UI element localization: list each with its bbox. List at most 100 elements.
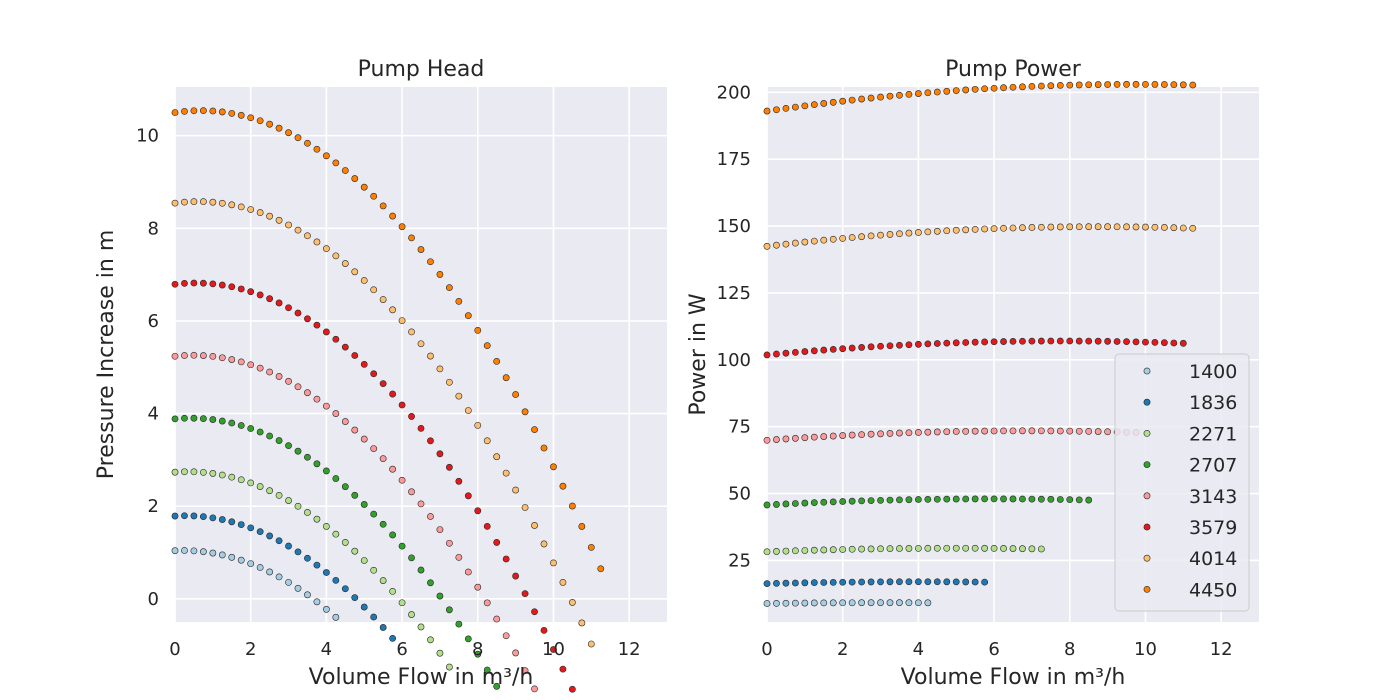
data-point-3579 (914, 340, 922, 348)
data-point-4014 (1104, 223, 1112, 231)
data-point-2707 (379, 520, 387, 528)
data-point-4014 (171, 199, 179, 207)
data-point-3579 (531, 608, 538, 616)
data-point-3143 (228, 356, 236, 363)
data-point-4014 (427, 352, 434, 360)
data-point-4450 (810, 101, 818, 109)
data-point-4014 (436, 365, 444, 373)
data-point-3143 (820, 433, 828, 440)
data-point-1400 (810, 599, 818, 607)
data-point-1836 (370, 613, 378, 621)
data-point-3143 (829, 432, 837, 440)
data-point-2271 (370, 566, 378, 574)
data-point-2707 (867, 497, 875, 505)
data-point-2707 (483, 666, 491, 674)
data-point-3143 (436, 526, 444, 534)
data-point-4450 (962, 86, 970, 94)
data-point-3579 (1113, 338, 1121, 345)
data-point-2707 (924, 495, 932, 503)
data-point-3143 (848, 431, 856, 439)
data-point-4450 (905, 90, 913, 98)
data-point-4450 (839, 97, 847, 105)
data-point-1836 (763, 580, 771, 588)
data-point-3143 (531, 685, 538, 693)
data-point-1836 (237, 521, 245, 528)
data-point-3579 (1179, 339, 1187, 347)
data-point-3579 (1170, 339, 1178, 347)
power-x-ticks: 0 2 4 6 8 10 12 (761, 639, 1232, 660)
data-point-2271 (218, 471, 226, 479)
data-point-4450 (531, 426, 538, 434)
data-point-1836 (924, 578, 932, 586)
data-point-3579 (1104, 337, 1112, 345)
y-tick-label: 175 (717, 149, 751, 170)
data-point-2271 (341, 539, 349, 546)
data-point-2271 (209, 470, 217, 477)
data-point-1836 (933, 578, 941, 586)
data-point-4014 (521, 504, 529, 511)
data-point-3143 (952, 428, 960, 435)
data-point-4014 (228, 201, 236, 209)
data-point-1400 (782, 599, 790, 607)
data-point-3143 (943, 428, 951, 436)
data-point-2707 (199, 415, 207, 423)
data-point-2707 (1000, 495, 1007, 503)
head-points (171, 107, 605, 693)
data-point-2271 (1000, 545, 1007, 552)
data-point-3579 (304, 315, 311, 323)
data-point-3143 (858, 431, 866, 439)
data-point-4014 (408, 328, 415, 336)
data-point-3579 (190, 279, 198, 287)
data-point-2707 (1075, 496, 1083, 504)
head-chart-title: Pump Head (358, 57, 485, 82)
data-point-4450 (1123, 80, 1130, 88)
x-tick-label: 8 (472, 639, 483, 660)
data-point-3143 (285, 377, 292, 385)
data-point-4014 (867, 232, 875, 240)
data-point-3579 (1094, 337, 1102, 345)
data-point-4450 (341, 167, 349, 174)
data-point-4014 (943, 227, 951, 235)
data-point-2707 (820, 498, 828, 506)
data-point-2707 (351, 491, 359, 499)
data-point-4450 (540, 444, 548, 452)
data-point-3579 (896, 341, 903, 349)
data-point-2271 (408, 611, 415, 618)
legend-marker-4450 (1143, 586, 1151, 593)
data-point-3143 (389, 465, 397, 473)
data-point-3579 (294, 309, 302, 317)
data-point-1400 (266, 568, 274, 576)
data-point-4450 (820, 100, 828, 107)
legend-label-1836: 1836 (1189, 392, 1237, 414)
data-point-3579 (417, 424, 425, 432)
data-point-2271 (237, 476, 245, 484)
data-point-4014 (905, 229, 913, 237)
data-point-4014 (1000, 224, 1007, 232)
data-point-3143 (370, 445, 378, 452)
data-point-4450 (521, 408, 529, 416)
data-point-4014 (1142, 223, 1149, 231)
data-point-3143 (427, 513, 434, 520)
head-chart: 0 2 4 6 8 10 12 0 2 4 6 8 10 Pump Head Volume Flow … (94, 57, 667, 693)
data-point-2271 (820, 546, 828, 554)
data-point-2707 (389, 531, 397, 539)
data-point-3143 (445, 539, 453, 547)
data-point-1836 (190, 512, 198, 520)
data-point-3579 (550, 646, 557, 653)
data-point-4014 (209, 198, 217, 206)
data-point-3579 (266, 295, 274, 303)
data-point-1400 (924, 599, 932, 607)
legend-marker-3579 (1143, 523, 1151, 531)
data-point-4450 (1066, 81, 1074, 89)
data-point-2707 (896, 496, 903, 504)
data-point-3579 (1000, 338, 1007, 345)
data-point-3143 (782, 435, 790, 443)
data-point-4014 (266, 212, 274, 220)
data-point-1836 (275, 537, 283, 545)
data-point-3579 (848, 344, 856, 352)
legend-marker-2707 (1143, 461, 1151, 468)
data-point-2707 (877, 496, 884, 504)
data-point-1400 (322, 605, 330, 613)
data-point-1836 (867, 578, 875, 586)
x-tick-label: 12 (618, 639, 641, 660)
